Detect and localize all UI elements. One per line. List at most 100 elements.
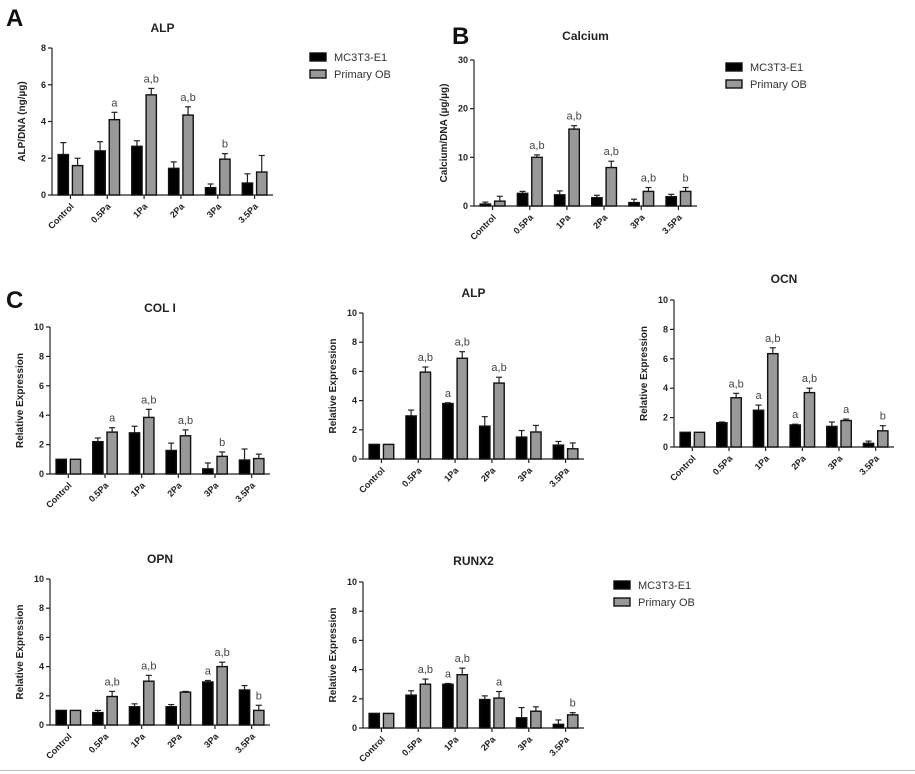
bar-mc3t3-e1: [238, 689, 251, 726]
y-tick-label: 6: [352, 366, 357, 376]
x-tick-label: 2Pa: [591, 212, 610, 231]
y-tick-label: 0: [352, 454, 357, 464]
bar-primary-ob: [566, 714, 579, 729]
bar-primary-ob: [419, 683, 432, 729]
bar-primary-ob: [145, 94, 158, 196]
bar-primary-ob: [216, 455, 228, 475]
x-tick-label: 3Pa: [516, 734, 535, 753]
bar-primary-ob: [252, 709, 265, 726]
bar-mc3t3-e1: [479, 203, 492, 207]
significance-label: a,b: [529, 140, 544, 152]
bar-mc3t3-e1: [92, 440, 104, 475]
chart-title: ALP: [151, 21, 175, 35]
bar-primary-ob: [106, 431, 118, 475]
bar-mc3t3-e1: [552, 723, 565, 729]
y-tick-label: 0: [39, 720, 44, 730]
y-tick-label: 4: [39, 410, 44, 420]
significance-label: b: [222, 139, 228, 151]
bar-mc3t3-e1: [515, 436, 528, 460]
bar-mc3t3-e1: [128, 706, 141, 726]
bar-mc3t3-e1: [368, 443, 381, 460]
x-tick-label: Control: [46, 201, 76, 231]
y-tick-label: 0: [41, 190, 46, 200]
bar-mc3t3-e1: [716, 422, 728, 448]
significance-label: a,b: [214, 647, 229, 659]
x-tick-label: 3.5Pa: [547, 465, 571, 489]
y-tick-label: 10: [658, 295, 668, 305]
y-tick-label: 0: [352, 723, 357, 733]
x-tick-label: Control: [357, 465, 387, 495]
panel-label-b: B: [452, 23, 469, 50]
y-tick-label: 10: [34, 574, 44, 584]
bar-mc3t3-e1: [826, 425, 838, 448]
significance-label: a,b: [180, 92, 195, 104]
bar-primary-ob: [108, 118, 121, 196]
bar-primary-ob: [568, 128, 581, 207]
y-tick-label: 2: [41, 153, 46, 163]
x-tick-label: 3.5Pa: [547, 734, 571, 758]
bar-primary-ob: [530, 431, 542, 460]
y-axis-label: Relative Expression: [15, 353, 26, 448]
chart-alp-3: ALP 0 2 4 6 8 10 Relative Expression Control 0.5P…: [328, 286, 584, 495]
y-tick-label: 0: [663, 442, 668, 452]
bar-mc3t3-e1: [405, 415, 417, 460]
x-tick-label: 3Pa: [516, 465, 535, 484]
legend: MC3T3-E1 Primary OB: [613, 580, 695, 609]
x-tick-label: 3.5Pa: [857, 453, 881, 477]
y-tick-label: 0: [39, 469, 44, 479]
x-tick-label: 0.5Pa: [87, 731, 111, 755]
x-tick-label: 3.5Pa: [236, 201, 260, 225]
bar-primary-ob: [876, 430, 889, 448]
bar-mc3t3-e1: [165, 449, 178, 475]
y-tick-label: 8: [663, 324, 668, 334]
x-tick-label: 3Pa: [628, 212, 647, 231]
panel-label-c: C: [6, 287, 23, 314]
y-axis-label: Calcium/DNA (µg/µg): [439, 84, 450, 183]
y-tick-label: 8: [39, 603, 44, 613]
significance-label: a: [111, 97, 118, 109]
significance-label: a,b: [455, 653, 470, 665]
bar-primary-ob: [142, 680, 155, 726]
bar-primary-ob: [493, 697, 505, 729]
bar-primary-ob: [766, 352, 779, 448]
bar-mc3t3-e1: [590, 197, 603, 207]
x-tick-label: 3Pa: [205, 201, 224, 220]
x-tick-label: 3.5Pa: [660, 212, 684, 236]
bar-primary-ob: [493, 200, 506, 207]
y-tick-label: 4: [352, 396, 357, 406]
x-tick-label: Control: [668, 453, 698, 483]
significance-label: a,b: [104, 676, 119, 688]
bar-mc3t3-e1: [368, 712, 381, 729]
bar-primary-ob: [69, 709, 82, 726]
bar-primary-ob: [566, 448, 579, 460]
bar-primary-ob: [493, 382, 505, 460]
y-tick-label: 2: [352, 425, 357, 435]
significance-label: a,b: [728, 378, 743, 390]
x-tick-label: 2Pa: [165, 731, 184, 750]
bar-mc3t3-e1: [665, 196, 678, 207]
x-tick-label: Control: [44, 731, 74, 761]
bar-primary-ob: [531, 156, 543, 207]
x-tick-label: Control: [44, 480, 74, 510]
bar-mc3t3-e1: [238, 459, 251, 475]
y-axis-label: Relative Expression: [328, 338, 339, 433]
bar-mc3t3-e1: [204, 186, 217, 196]
bar-mc3t3-e1: [405, 694, 417, 729]
y-tick-label: 6: [39, 632, 44, 642]
significance-label: a,b: [418, 352, 433, 364]
significance-label: a: [496, 677, 503, 689]
legend-swatch: [725, 62, 743, 72]
x-tick-label: 1Pa: [129, 480, 148, 499]
y-axis-label: Relative Expression: [328, 607, 339, 702]
x-tick-label: 2Pa: [168, 201, 187, 220]
legend-label: MC3T3-E1: [638, 580, 691, 592]
y-tick-label: 4: [39, 662, 44, 672]
significance-label: a: [755, 390, 762, 402]
y-tick-label: 6: [39, 381, 44, 391]
bar-primary-ob: [69, 458, 82, 475]
bar-mc3t3-e1: [94, 150, 106, 196]
bar-mc3t3-e1: [516, 192, 529, 207]
significance-label: a: [792, 409, 799, 421]
x-tick-label: 2Pa: [165, 480, 184, 499]
y-tick-label: 4: [352, 665, 357, 675]
